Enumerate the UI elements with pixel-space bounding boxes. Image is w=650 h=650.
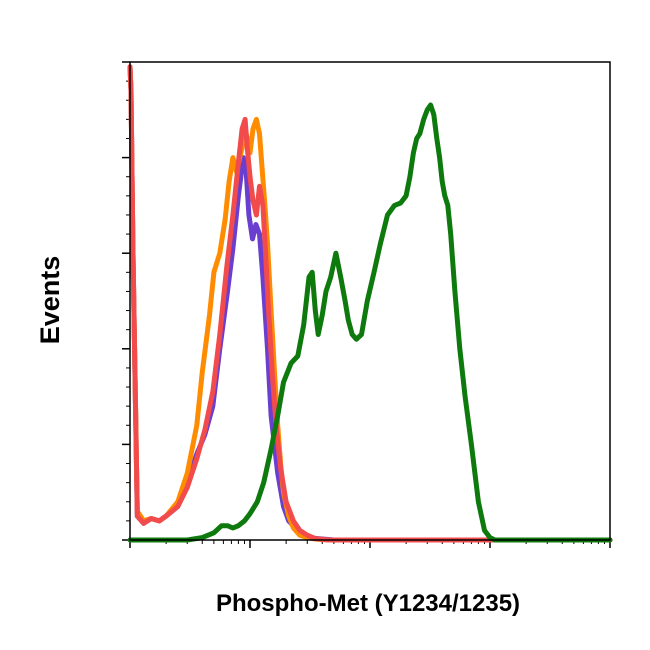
series-line-2 — [127, 64, 613, 543]
y-axis-label: Events — [35, 256, 65, 345]
series-line-1 — [127, 64, 613, 543]
plot-frame — [129, 61, 611, 541]
series-lines — [127, 64, 613, 543]
series-line-4 — [127, 102, 613, 543]
series-line-3 — [127, 64, 613, 543]
x-axis-label: Phospho-Met (Y1234/1235) — [216, 590, 520, 617]
